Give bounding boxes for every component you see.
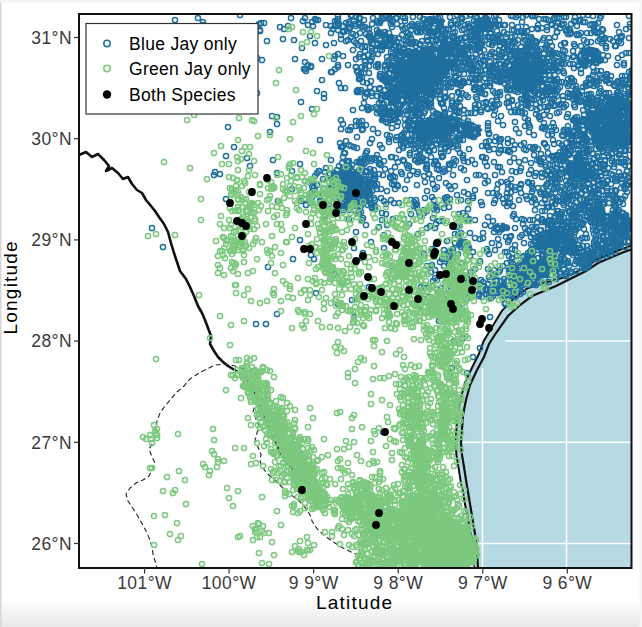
- svg-text:9 9°W: 9 9°W: [289, 573, 339, 593]
- svg-text:28°N: 28°N: [31, 331, 72, 351]
- svg-text:100°W: 100°W: [202, 573, 257, 593]
- svg-text:Blue Jay only: Blue Jay only: [129, 34, 237, 54]
- svg-text:31°N: 31°N: [31, 28, 72, 48]
- svg-text:9 6°W: 9 6°W: [542, 573, 592, 593]
- svg-text:27°N: 27°N: [31, 433, 72, 453]
- svg-text:30°N: 30°N: [31, 129, 72, 149]
- svg-text:Both Species: Both Species: [129, 85, 236, 105]
- svg-text:Longitude: Longitude: [1, 240, 22, 334]
- svg-text:9 7°W: 9 7°W: [458, 573, 508, 593]
- svg-text:29°N: 29°N: [31, 230, 72, 250]
- svg-text:9 8°W: 9 8°W: [373, 573, 423, 593]
- svg-text:Green Jay only: Green Jay only: [129, 59, 251, 79]
- svg-text:101°W: 101°W: [117, 573, 172, 593]
- svg-text:26°N: 26°N: [31, 534, 72, 554]
- svg-text:Latitude: Latitude: [316, 592, 393, 613]
